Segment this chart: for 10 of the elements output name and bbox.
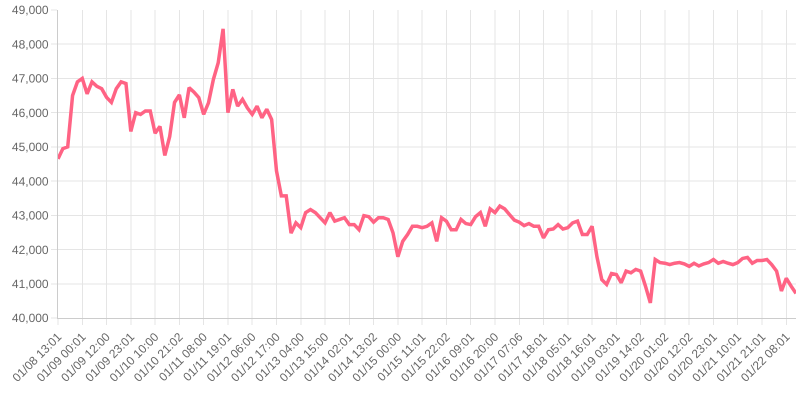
y-tick-label: 44,000 [12, 174, 49, 188]
y-tick-label: 48,000 [12, 37, 49, 52]
y-tick-label: 49,000 [12, 3, 49, 18]
y-tick-label: 40,000 [12, 311, 49, 326]
y-tick-label: 46,000 [12, 106, 49, 120]
y-tick-label: 43,000 [12, 208, 49, 223]
y-tick-label: 47,000 [12, 72, 49, 86]
y-tick-label: 41,000 [12, 276, 49, 291]
y-tick-label: 45,000 [12, 140, 49, 154]
y-tick-label: 42,000 [12, 242, 49, 257]
